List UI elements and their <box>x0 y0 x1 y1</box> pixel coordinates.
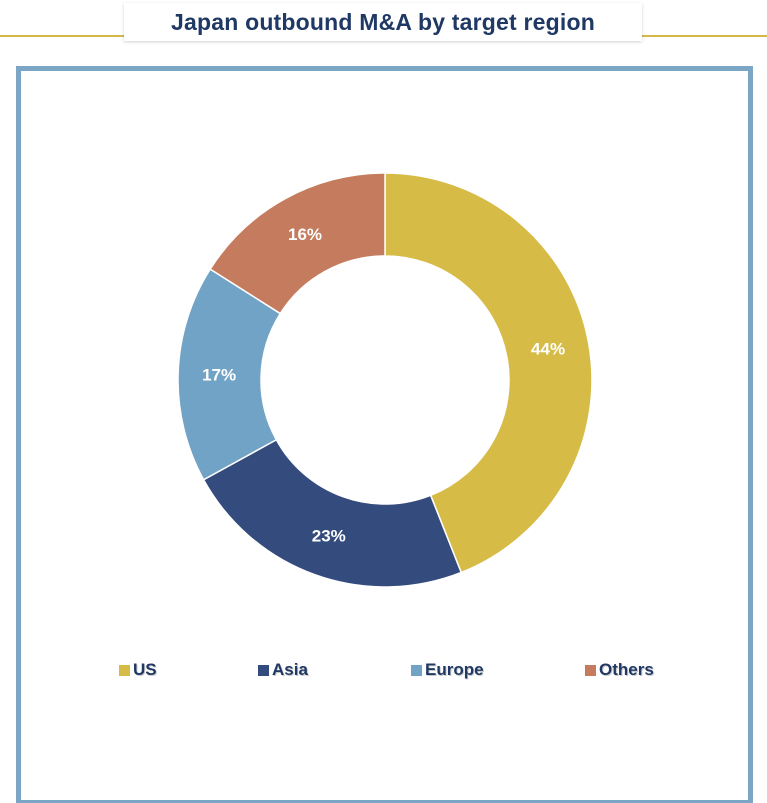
legend-item-asia: Asia <box>258 660 308 680</box>
data-label-asia: 23% <box>312 527 346 546</box>
donut-slice-asia <box>202 438 463 588</box>
chart-title: Japan outbound M&A by target region <box>171 8 595 35</box>
title-rule-right <box>642 35 767 37</box>
legend-label-others: Others <box>599 660 654 679</box>
donut-chart: 44% 23% 17% 16% <box>177 172 593 588</box>
legend-swatch-us <box>119 664 130 676</box>
legend: US Asia Europe Others <box>21 71 748 800</box>
legend-label-us: US <box>133 660 157 679</box>
donut-slice-others <box>209 172 386 315</box>
legend-item-europe: Europe <box>411 660 484 680</box>
chart-frame: 44% 23% 17% 16% US Asia Europe Others <box>16 66 753 803</box>
legend-label-asia: Asia <box>272 660 308 679</box>
data-label-europe: 17% <box>202 365 236 384</box>
legend-label-europe: Europe <box>425 660 484 679</box>
title-rule-left <box>0 35 124 37</box>
donut-slice-us <box>384 172 593 574</box>
title-box: Japan outbound M&A by target region <box>124 3 642 41</box>
legend-swatch-others <box>585 664 596 676</box>
legend-item-others: Others <box>585 660 654 680</box>
legend-item-us: US <box>119 660 157 680</box>
legend-swatch-europe <box>411 664 422 676</box>
data-label-others: 16% <box>288 225 322 244</box>
data-label-us: 44% <box>531 339 565 358</box>
legend-swatch-asia <box>258 664 269 676</box>
